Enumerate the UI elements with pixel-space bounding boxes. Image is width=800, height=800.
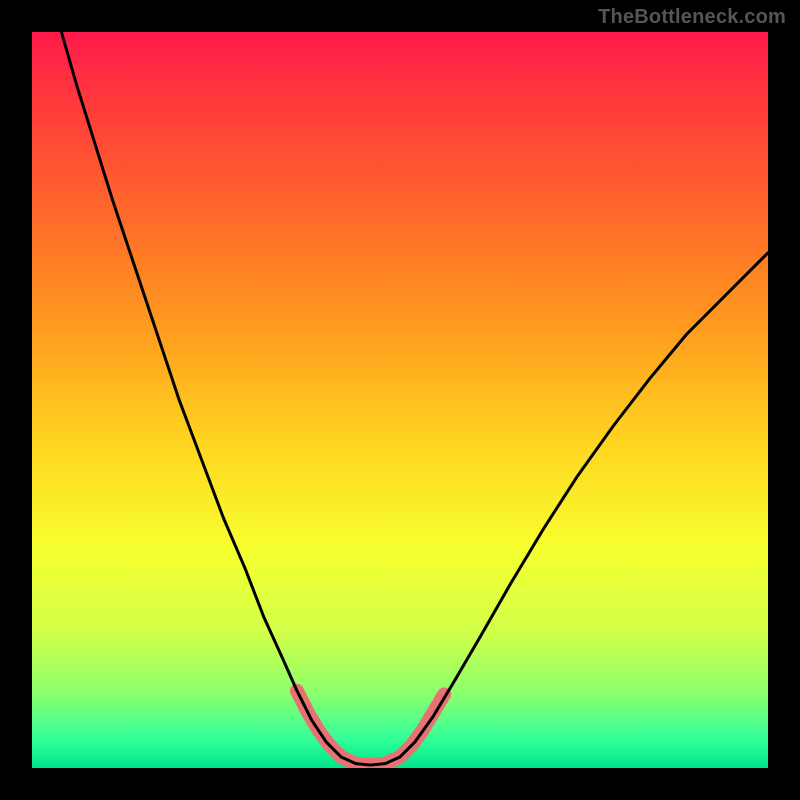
plot-area bbox=[32, 32, 768, 768]
watermark-text: TheBottleneck.com bbox=[598, 6, 786, 29]
bottleneck-chart bbox=[32, 32, 768, 768]
canvas: TheBottleneck.com bbox=[0, 0, 800, 800]
gradient-background bbox=[32, 32, 768, 768]
